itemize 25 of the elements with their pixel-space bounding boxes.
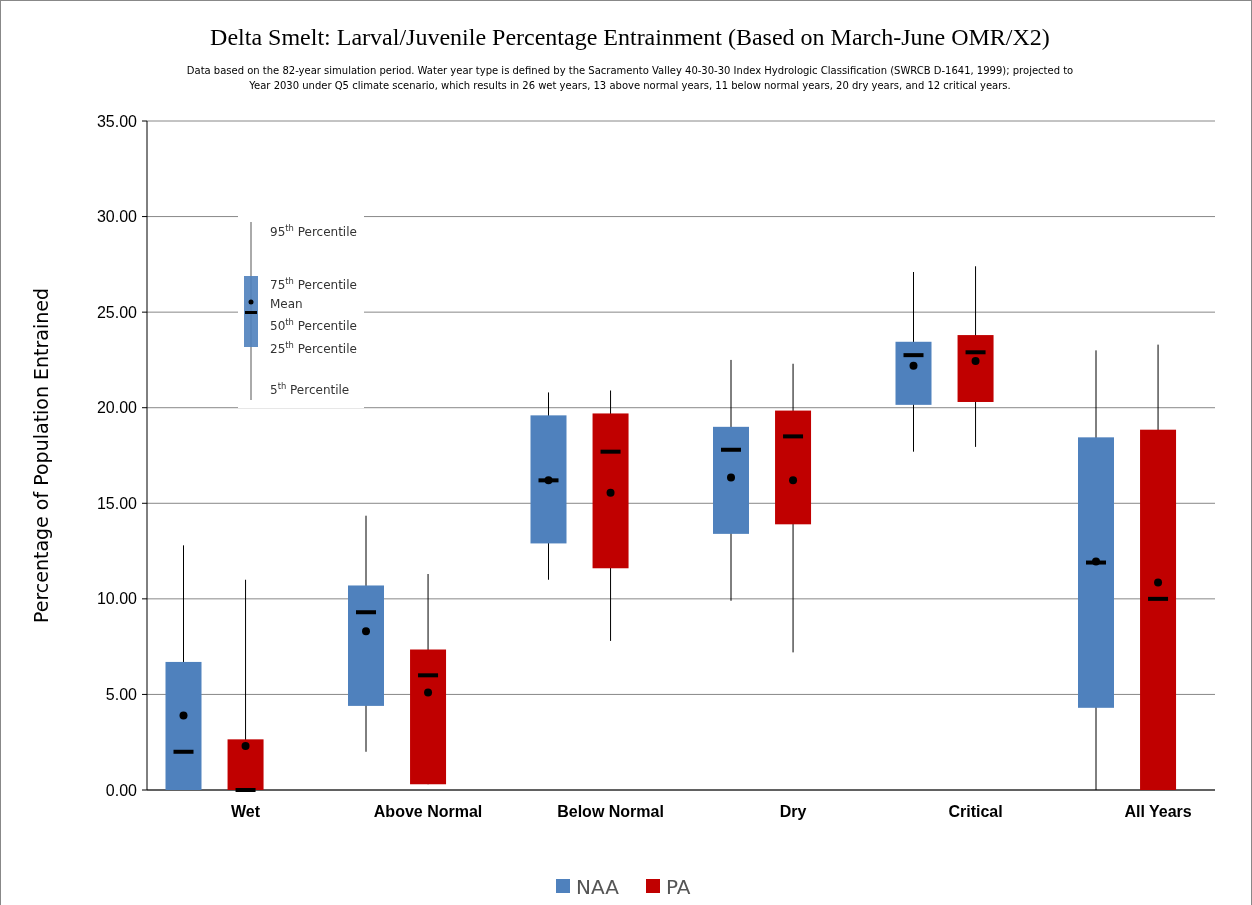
x-tick-label: Above Normal — [373, 803, 483, 820]
x-tick-label: Below Normal — [557, 803, 664, 820]
annotation: Mean — [270, 297, 303, 312]
y-tick-label: 30.00 — [96, 208, 138, 226]
x-tick-label: All Years — [1124, 803, 1192, 820]
legend-label: NAA — [576, 875, 620, 899]
annotation: 5$^{th}$ Percentile — [270, 381, 350, 398]
y-tick-label: 25.00 — [96, 303, 138, 321]
annotation: 25$^{th}$ Percentile — [270, 340, 357, 357]
y-axis-title: Percentage of Population Entrained — [30, 287, 52, 624]
chart-subtitle: Data based on the 82-year simulation period. Water year type is defined by the Sacramento Valley 40-30-30 Index Hydrologic Classification (SWRCB D-1641, 1999); projected to Year 2030 under Q5 climate scenario, which results in 26 wet years, 13 above normal years, 11 below normal years, 20 dry years, and 12 critical years. — [186, 65, 1074, 91]
legend-label: PA — [666, 875, 691, 899]
x-tick-label: Critical — [948, 803, 1003, 820]
y-tick-label: 0.00 — [105, 781, 138, 799]
y-tick-label: 5.00 — [105, 686, 138, 704]
annotation: 75$^{th}$ Percentile — [270, 276, 357, 293]
y-tick-label: 20.00 — [96, 399, 138, 417]
y-tick-label: 15.00 — [96, 494, 138, 512]
x-tick-label: Dry — [779, 803, 807, 820]
chart-title: Delta Smelt: Larval/Juvenile Percentage Entrainment (Based on March-June OMR/X2) — [210, 24, 1050, 50]
annotation: 50$^{th}$ Percentile — [270, 317, 357, 334]
y-tick-label: 35.00 — [96, 112, 138, 130]
y-tick-label: 10.00 — [96, 590, 138, 608]
x-tick-label: Wet — [231, 803, 261, 820]
annotation: 95$^{th}$ Percentile — [270, 223, 357, 240]
